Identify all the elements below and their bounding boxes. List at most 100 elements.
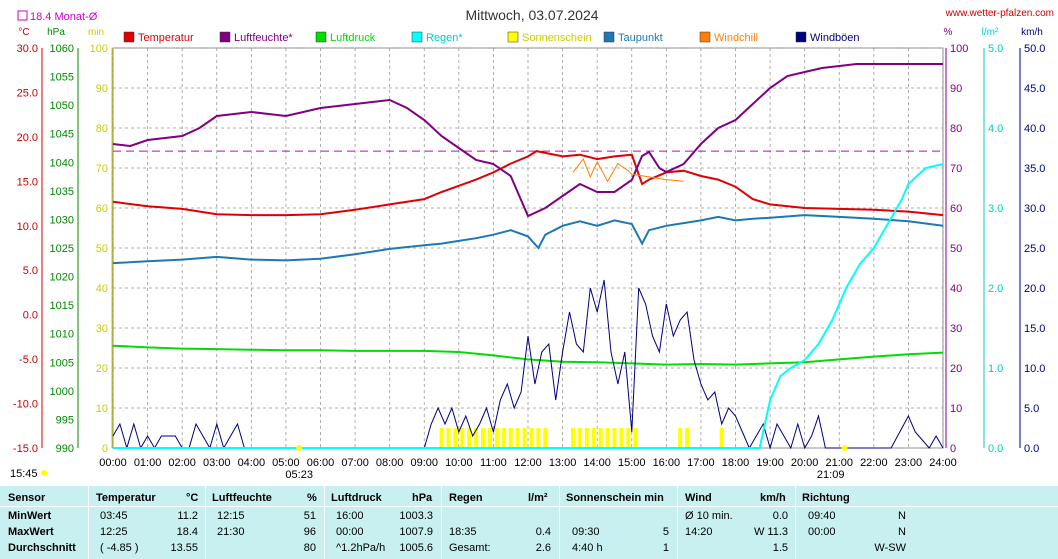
x-tick-label: 01:00 xyxy=(134,457,162,469)
x-tick-label: 24:00 xyxy=(929,457,957,469)
legend-swatch xyxy=(219,31,231,43)
rain-tick-label: 4.0 xyxy=(988,123,1003,135)
hdr-sunshine: Sonnenschein min xyxy=(566,492,664,504)
x-tick-label: 20:00 xyxy=(791,457,819,469)
sunset-marker xyxy=(841,445,848,451)
sunshine-bar xyxy=(719,428,724,448)
rain-tick-label: 3.0 xyxy=(988,203,1003,215)
sunshine-bar xyxy=(494,428,499,448)
legend-swatch xyxy=(315,31,327,43)
hdr-pressure: Luftdruck xyxy=(331,492,382,504)
sunshine-bar xyxy=(570,428,575,448)
table-cell-wind_val: 1.5 xyxy=(772,542,788,554)
pressure-tick-label: 1000 xyxy=(50,386,74,398)
legend-swatch xyxy=(123,31,135,43)
unit-wind: km/h xyxy=(1021,27,1043,38)
sunshine_minutes-tick-label: 0 xyxy=(102,443,108,455)
x-tick-label: 08:00 xyxy=(376,457,404,469)
sunshine-bar xyxy=(487,428,492,448)
temperature-tick-label: -15.0 xyxy=(13,443,38,455)
humidity-tick-label: 0 xyxy=(950,443,956,455)
hdr-pressure-unit: hPa xyxy=(412,492,433,504)
table-cell-hum_val: 51 xyxy=(303,510,316,522)
sunshine-bar xyxy=(536,428,541,448)
x-tick-label: 02:00 xyxy=(168,457,196,469)
table-cell-dir_val: N xyxy=(898,510,906,522)
table-cell-sun_val: 1 xyxy=(662,542,669,554)
table-cell-temp_time: ( -4.85 ) xyxy=(100,542,139,554)
unit-pressure: hPa xyxy=(47,27,65,38)
unit-rain: l/m² xyxy=(982,27,999,38)
table-cell-sun_val: 5 xyxy=(662,526,669,538)
table-cell-press_val: 1003.3 xyxy=(399,510,433,522)
pressure-tick-label: 1035 xyxy=(50,186,74,198)
sunshine-bar xyxy=(467,428,472,448)
sunshine-bar xyxy=(453,428,458,448)
legend-label: Luftdruck xyxy=(330,32,376,44)
table-cell-press_val: 1005.6 xyxy=(399,542,433,554)
table-cell-wind_time: Ø 10 min. xyxy=(685,510,733,522)
x-tick-label: 16:00 xyxy=(653,457,681,469)
x-tick-label: 23:00 xyxy=(895,457,923,469)
pressure-tick-label: 1040 xyxy=(50,157,74,169)
sunshine_minutes-tick-label: 50 xyxy=(96,243,108,255)
table-cell-press_time: 00:00 xyxy=(336,526,364,538)
x-tick-label: 19:00 xyxy=(756,457,784,469)
temperature-tick-label: 15.0 xyxy=(17,176,38,188)
now-marker xyxy=(41,470,47,476)
pressure-tick-label: 1050 xyxy=(50,100,74,112)
sunshine-bar xyxy=(522,428,527,448)
table-cell-dir_val: N xyxy=(898,526,906,538)
x-tick-label: 00:00 xyxy=(99,457,127,469)
table-cell-wind_time: 14:20 xyxy=(685,526,713,538)
legend-label: Temperatur xyxy=(138,32,194,44)
website-link[interactable]: www.wetter-pfalzen.com xyxy=(945,8,1054,19)
pressure-tick-label: 1055 xyxy=(50,72,74,84)
wind-tick-label: 10.0 xyxy=(1024,363,1045,375)
sunshine_minutes-tick-label: 70 xyxy=(96,163,108,175)
hdr-wind-unit: km/h xyxy=(760,492,786,504)
pressure-tick-label: 990 xyxy=(56,443,74,455)
table-cell-hum_val: 80 xyxy=(303,542,316,554)
sunset-label: 21:09 xyxy=(817,469,845,481)
hdr-wind: Wind xyxy=(685,492,712,504)
hdr-humidity-unit: % xyxy=(307,492,317,504)
x-tick-label: 05:00 xyxy=(272,457,300,469)
wind-tick-label: 15.0 xyxy=(1024,323,1045,335)
x-tick-label: 07:00 xyxy=(341,457,369,469)
hdr-direction: Richtung xyxy=(802,492,850,504)
x-tick-label: 03:00 xyxy=(203,457,231,469)
temperature-tick-label: 20.0 xyxy=(17,132,38,144)
x-tick-label: 12:00 xyxy=(514,457,542,469)
table-cell-hum_time: 12:15 xyxy=(217,510,245,522)
sunshine-bar xyxy=(529,428,534,448)
sunshine-bar xyxy=(501,428,506,448)
table-cell-temp_val: 11.2 xyxy=(177,510,198,522)
hdr-temp: Temperatur xyxy=(96,492,156,504)
x-tick-label: 11:00 xyxy=(480,457,507,469)
wind-tick-label: 50.0 xyxy=(1024,43,1045,55)
table-cell-dir_val: W-SW xyxy=(874,542,906,554)
sunshine_minutes-tick-label: 40 xyxy=(96,283,108,295)
sunshine_minutes-tick-label: 80 xyxy=(96,123,108,135)
sunshine-bar xyxy=(685,428,690,448)
legend-swatch xyxy=(795,31,807,43)
humidity-tick-label: 20 xyxy=(950,363,962,375)
table-cell-sun_time: 09:30 xyxy=(572,526,600,538)
legend: Temperatur Luftfeuchte* Luftdruck Regen* Son… xyxy=(123,31,860,44)
hdr-rain-unit: l/m² xyxy=(528,492,548,504)
chart-title: Mittwoch, 03.07.2024 xyxy=(465,7,598,23)
series-taupunkt xyxy=(112,214,944,265)
table-cell-label: MinWert xyxy=(8,510,52,522)
table-cell-temp_val: 18.4 xyxy=(176,526,198,538)
legend-swatch xyxy=(603,31,615,43)
humidity-tick-label: 70 xyxy=(950,163,962,175)
humidity-tick-label: 90 xyxy=(950,83,962,95)
weather-chart: 00:00 01:00 02:00 03:00 04:00 05:00 06:00 07:00… xyxy=(10,7,1054,481)
sunshine-bar xyxy=(626,428,631,448)
table-cell-press_val: 1007.9 xyxy=(399,526,433,538)
sunshine-bar xyxy=(474,428,479,448)
table-cell-wind_val: 0.0 xyxy=(772,510,788,522)
series-windchill xyxy=(572,158,684,183)
sunshine_minutes-tick-label: 10 xyxy=(96,403,108,415)
